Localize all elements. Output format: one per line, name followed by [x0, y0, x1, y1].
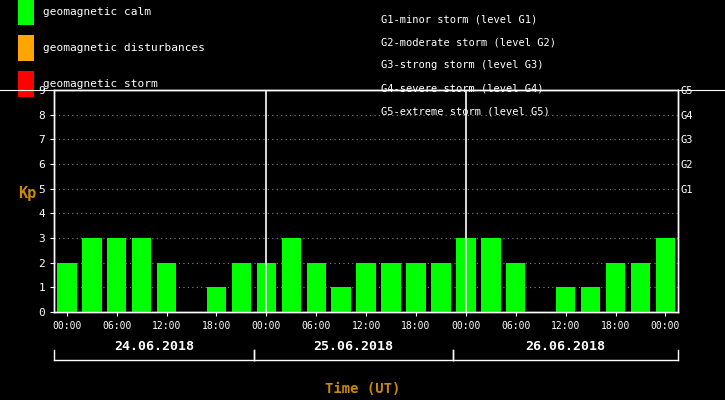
Text: 25.06.2018: 25.06.2018	[314, 340, 394, 352]
Bar	[232, 263, 251, 312]
Bar	[506, 263, 526, 312]
Bar	[456, 238, 476, 312]
Bar	[82, 238, 102, 312]
Bar	[57, 263, 77, 312]
Bar	[481, 238, 500, 312]
Text: G1-minor storm (level G1): G1-minor storm (level G1)	[381, 14, 537, 24]
Text: 24.06.2018: 24.06.2018	[114, 340, 194, 352]
Text: G3-strong storm (level G3): G3-strong storm (level G3)	[381, 60, 543, 70]
Bar	[406, 263, 426, 312]
Text: Time (UT): Time (UT)	[325, 382, 400, 396]
Text: G2-moderate storm (level G2): G2-moderate storm (level G2)	[381, 37, 555, 47]
Bar	[581, 287, 600, 312]
Bar	[655, 238, 675, 312]
Bar	[281, 238, 301, 312]
Bar	[431, 263, 451, 312]
Bar	[157, 263, 176, 312]
Bar	[631, 263, 650, 312]
Bar	[606, 263, 625, 312]
Text: G4-severe storm (level G4): G4-severe storm (level G4)	[381, 84, 543, 94]
Bar	[207, 287, 226, 312]
Text: geomagnetic calm: geomagnetic calm	[43, 7, 151, 17]
Bar	[556, 287, 576, 312]
Bar	[307, 263, 326, 312]
Text: G5-extreme storm (level G5): G5-extreme storm (level G5)	[381, 107, 550, 117]
Text: 26.06.2018: 26.06.2018	[526, 340, 605, 352]
Bar	[107, 238, 126, 312]
Bar	[331, 287, 351, 312]
Text: geomagnetic storm: geomagnetic storm	[43, 79, 157, 89]
Y-axis label: Kp: Kp	[18, 186, 36, 201]
Bar	[132, 238, 152, 312]
Bar	[357, 263, 376, 312]
Bar	[381, 263, 401, 312]
Text: geomagnetic disturbances: geomagnetic disturbances	[43, 43, 204, 53]
Bar	[257, 263, 276, 312]
